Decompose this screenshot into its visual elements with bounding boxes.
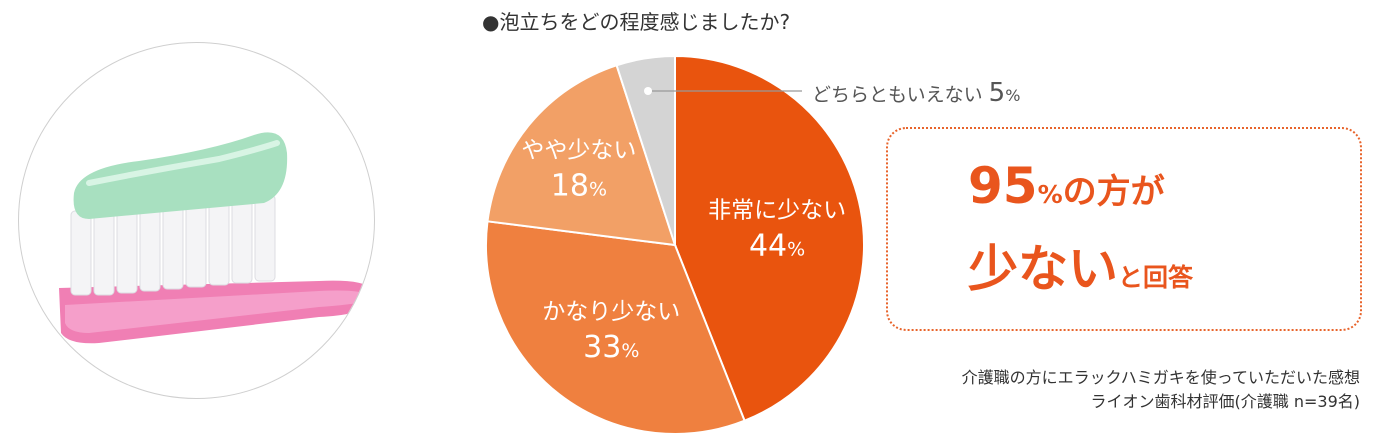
slice-label-2: かなり少ない — [542, 299, 680, 325]
question-title: ●泡立ちをどの程度感じましたか? — [482, 10, 791, 34]
slice-label-3: やや少ない — [521, 137, 636, 163]
callout-value: 5 — [988, 78, 1006, 108]
footnote-line2: ライオン歯科材評価(介護職 n=39名) — [1090, 392, 1360, 411]
callout-unit: % — [1005, 86, 1021, 105]
highlight-line1: 95%の方が — [968, 157, 1165, 215]
pie-slice-3 — [486, 63, 677, 247]
footnote: 介護職の方にエラックハミガキを使っていただいた感想 ライオン歯科材評価(介護職 … — [962, 366, 1360, 414]
slice-value-2: 33% — [583, 330, 639, 365]
footnote-line1: 介護職の方にエラックハミガキを使っていただいた感想 — [961, 368, 1360, 387]
highlight-line2-small: と回答 — [1118, 263, 1194, 292]
callout-label: どちらともいえない 5% — [812, 78, 1020, 108]
callout-text: どちらともいえない — [812, 84, 983, 106]
toothbrush-icon — [59, 132, 371, 344]
highlight-percent: % — [1037, 180, 1063, 209]
slice-label-1: 非常に少ない — [708, 198, 846, 224]
pie-slice-1 — [674, 56, 865, 423]
highlight-line2-big: 少ない — [968, 240, 1118, 298]
highlight-line1-rest: の方が — [1062, 172, 1165, 212]
slice-value-1: 44% — [749, 229, 805, 264]
pie-chart: 非常に少ない 44% かなり少ない 33% やや少ない 18% — [485, 56, 865, 434]
toothbrush-photo — [18, 42, 375, 399]
pie-slice-2 — [485, 220, 746, 434]
slice-value-3: 18% — [551, 168, 607, 203]
pie-slice-4 — [615, 56, 676, 246]
callout-dot — [644, 87, 652, 95]
highlight-box: 95%の方が 少ないと回答 — [886, 127, 1362, 331]
highlight-number: 95 — [968, 157, 1038, 215]
highlight-line2: 少ないと回答 — [968, 229, 1193, 301]
